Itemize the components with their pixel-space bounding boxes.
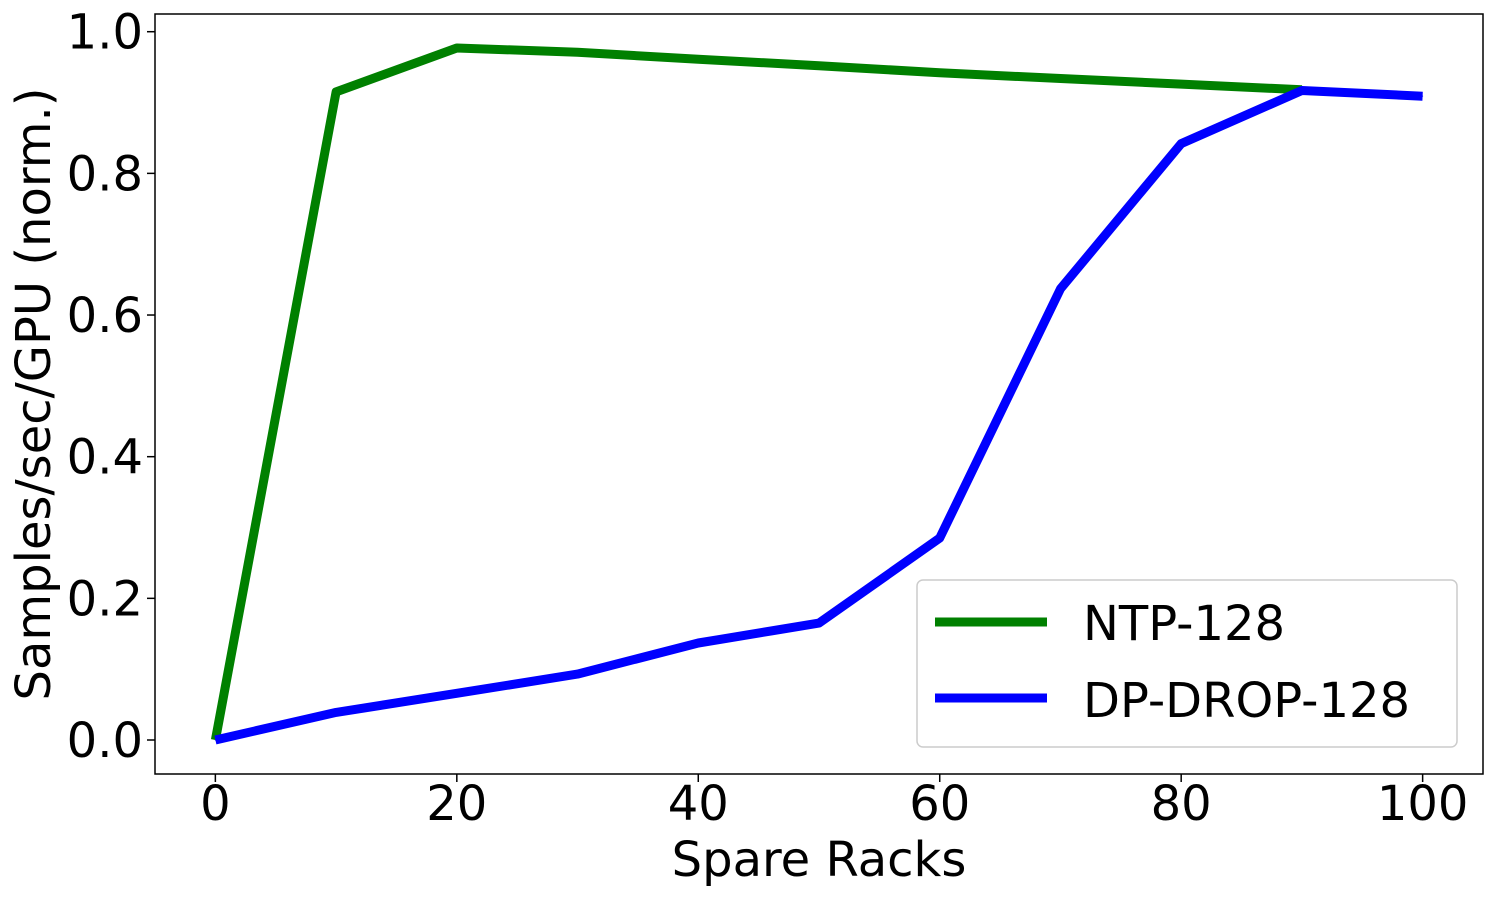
data-point-ntp-128 <box>939 72 941 74</box>
data-point-dp-drop-128 <box>697 642 699 644</box>
data-point-dp-drop-128 <box>577 673 579 675</box>
data-point-dp-drop-128 <box>1059 288 1061 290</box>
data-point-ntp-128 <box>1180 83 1182 85</box>
y-tick-label: 0.0 <box>67 713 143 769</box>
x-tick-label: 40 <box>668 776 729 832</box>
data-point-ntp-128 <box>456 47 458 49</box>
data-point-ntp-128 <box>577 51 579 53</box>
legend-box <box>916 579 1458 748</box>
x-axis-title: Spare Racks <box>672 832 967 888</box>
legend: NTP-128 DP-DROP-128 <box>916 579 1458 748</box>
x-tick-label: 0 <box>200 776 231 832</box>
data-point-dp-drop-128 <box>335 711 337 713</box>
x-tick-label: 20 <box>426 776 487 832</box>
y-tick-label: 1.0 <box>67 5 143 61</box>
series-lines <box>210 43 1424 745</box>
data-point-ntp-128 <box>697 58 699 60</box>
data-point-ntp-128 <box>335 91 337 93</box>
x-tick-label: 80 <box>1151 776 1212 832</box>
data-point-dp-drop-128 <box>939 537 941 539</box>
data-point-dp-drop-128 <box>1301 89 1303 91</box>
y-tick-label: 0.6 <box>67 288 143 344</box>
data-point-ntp-128 <box>818 65 820 67</box>
data-point-ntp-128 <box>1059 77 1061 79</box>
data-point-dp-drop-128 <box>1422 95 1424 97</box>
y-tick-label: 0.8 <box>67 146 143 202</box>
series-line-ntp-128 <box>210 43 1303 741</box>
x-tick-label: 60 <box>909 776 970 832</box>
data-point-dp-drop-128 <box>1180 143 1182 145</box>
legend-label-dp-drop-128: DP-DROP-128 <box>1083 673 1410 729</box>
data-point-dp-drop-128 <box>818 622 820 624</box>
legend-label-ntp-128: NTP-128 <box>1083 596 1285 652</box>
data-point-dp-drop-128 <box>456 692 458 694</box>
x-tick-label: 100 <box>1377 776 1469 832</box>
y-tick-label: 0.4 <box>67 430 143 486</box>
y-axis: 0.0 0.2 0.4 0.6 0.8 1.0 <box>67 5 155 769</box>
x-axis: 0 20 40 60 80 100 <box>200 774 1468 832</box>
data-point-dp-drop-128 <box>214 739 216 741</box>
y-tick-label: 0.2 <box>67 571 143 627</box>
y-axis-title: Samples/sec/GPU (norm.) <box>6 88 62 701</box>
